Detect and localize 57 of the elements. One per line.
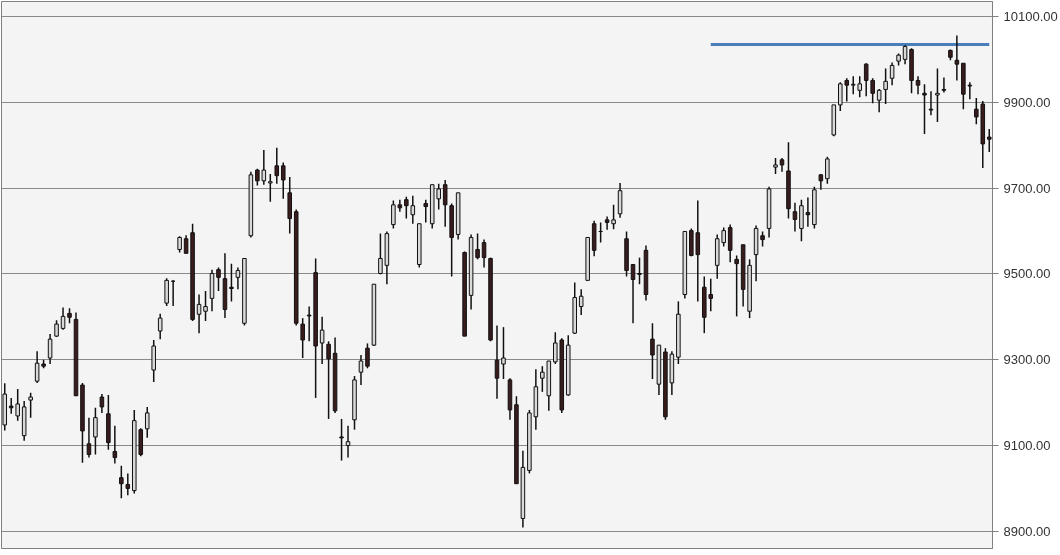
candlestick: [300, 317, 305, 359]
candlestick: [986, 128, 992, 153]
candlestick: [47, 333, 53, 365]
candlestick: [637, 256, 642, 285]
candlestick: [404, 195, 409, 220]
candlestick: [196, 293, 202, 334]
candlestick: [423, 198, 429, 224]
candlestick: [617, 182, 623, 219]
y-tick-label: 9500.00: [1003, 266, 1051, 282]
candlestick: [792, 201, 798, 233]
candlestick: [144, 406, 150, 439]
candlestick: [889, 61, 895, 86]
candlestick: [902, 44, 908, 65]
candlestick: [410, 195, 416, 225]
candlestick: [734, 254, 739, 318]
candlestick: [216, 266, 221, 292]
candlestick: [157, 313, 163, 340]
candlestick: [164, 277, 169, 307]
candlestick: [274, 147, 280, 185]
candlestick: [727, 223, 733, 264]
candlestick: [442, 179, 448, 228]
candlestick: [235, 266, 241, 291]
candlestick: [339, 418, 344, 462]
y-tick-label: 9100.00: [1003, 438, 1051, 454]
candlestick: [954, 34, 960, 82]
candlestick: [501, 326, 506, 380]
candlestick: [935, 67, 940, 123]
candlestick: [229, 262, 234, 303]
y-tick-label: 9900.00: [1003, 94, 1051, 110]
candlestick: [93, 407, 98, 456]
candlestick: [319, 316, 325, 365]
y-tick-label: 9700.00: [1003, 180, 1051, 196]
candlestick: [99, 393, 105, 414]
y-tick-label: 8900.00: [1003, 523, 1051, 539]
candlestick: [928, 90, 934, 116]
candlestick: [60, 306, 66, 331]
candlestick: [876, 88, 882, 113]
candlestick: [119, 464, 124, 500]
candlestick: [915, 75, 921, 95]
candlestick: [883, 67, 888, 105]
candlestick: [825, 156, 830, 185]
candlestick: [280, 161, 286, 200]
candlestick: [345, 425, 351, 459]
candlestick: [86, 416, 92, 459]
candlestick: [112, 425, 118, 465]
candlestick: [28, 392, 33, 419]
candlestick: [358, 354, 364, 386]
y-tick-label: 10100.00: [1003, 9, 1058, 25]
candlestick: [922, 83, 927, 135]
candlestick: [326, 340, 331, 420]
candlestick: [268, 173, 273, 203]
candlestick: [203, 290, 208, 322]
candlestick: [125, 472, 131, 497]
candlestick: [578, 288, 584, 316]
candlestick: [365, 342, 370, 370]
y-tick-label: 9300.00: [1003, 352, 1051, 368]
candlestick: [941, 76, 947, 94]
